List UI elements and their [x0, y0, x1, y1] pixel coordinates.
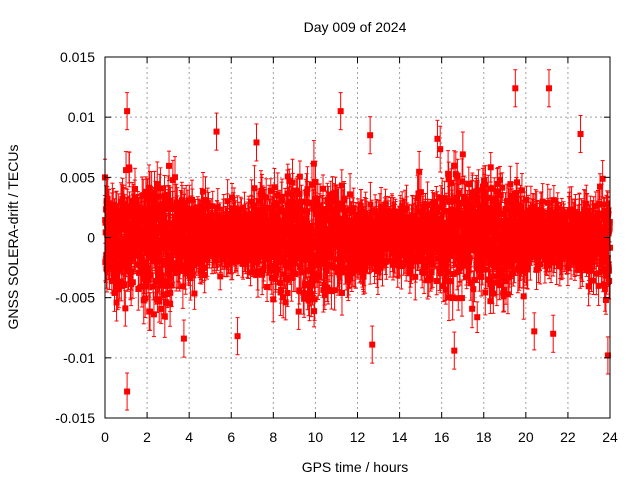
chart-title: Day 009 of 2024	[304, 19, 407, 35]
